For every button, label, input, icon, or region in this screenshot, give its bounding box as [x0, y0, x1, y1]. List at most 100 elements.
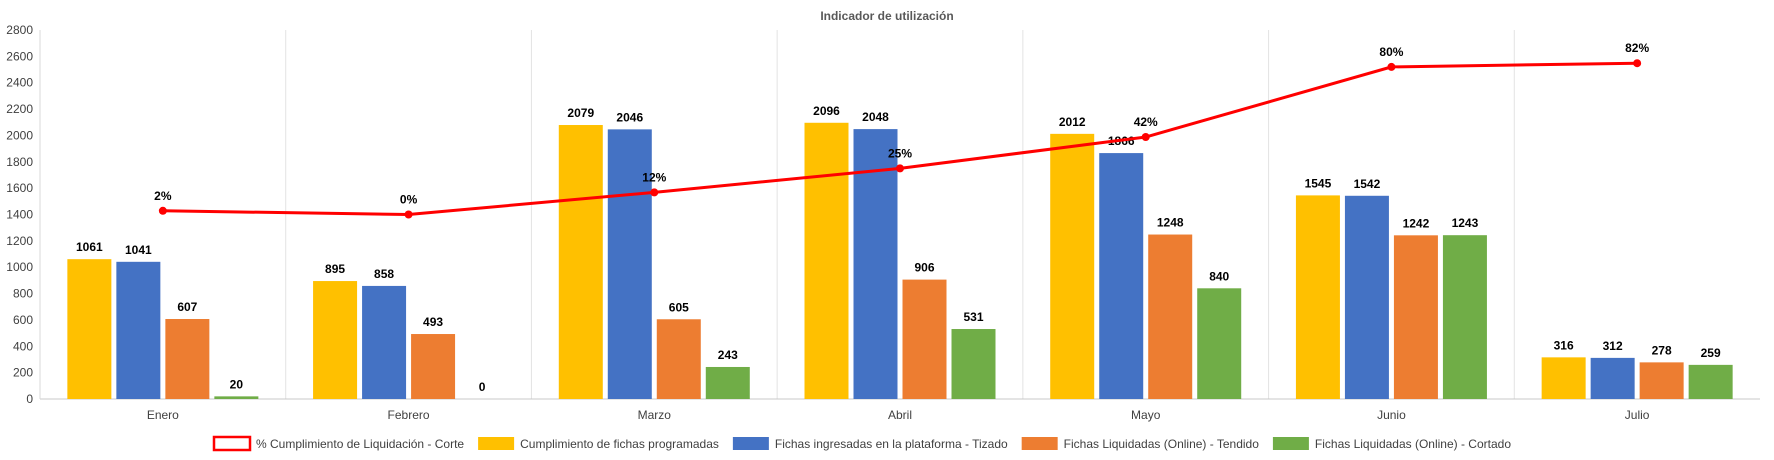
bar-data-label: 259 — [1701, 346, 1721, 360]
line-data-label: 42% — [1134, 115, 1158, 129]
bar — [902, 279, 947, 399]
bar — [1344, 195, 1389, 399]
bar-data-label: 895 — [325, 262, 345, 276]
line-data-label: 82% — [1625, 41, 1649, 55]
bar-data-label: 1041 — [125, 243, 152, 257]
line-point — [158, 206, 167, 215]
line-data-label: 25% — [888, 146, 912, 160]
x-tick-label: Febrero — [388, 408, 430, 422]
legend-label: Fichas Liquidadas (Online) - Cortado — [1315, 437, 1511, 451]
bar-data-label: 1061 — [76, 240, 103, 254]
legend-label: Fichas ingresadas en la plataforma - Tiz… — [775, 437, 1008, 451]
bar — [116, 261, 161, 399]
bar — [804, 122, 849, 399]
bar — [558, 125, 603, 399]
line-data-label: 2% — [154, 189, 172, 203]
bar-data-label: 858 — [374, 267, 394, 281]
x-tick-label: Junio — [1377, 408, 1406, 422]
y-tick-label: 1800 — [6, 155, 33, 169]
bar-data-label: 605 — [669, 300, 689, 314]
bar-data-label: 1242 — [1403, 216, 1430, 230]
legend-swatch — [1021, 437, 1058, 450]
y-tick-label: 1000 — [6, 260, 33, 274]
bar — [1050, 133, 1095, 399]
y-tick-label: 2200 — [6, 102, 33, 116]
y-tick-label: 1400 — [6, 208, 33, 222]
bar — [1590, 357, 1635, 399]
bar-data-label: 906 — [914, 261, 934, 275]
line-point — [896, 164, 904, 173]
y-tick-label: 800 — [13, 287, 33, 301]
legend-label: Cumplimiento de fichas programadas — [520, 437, 719, 451]
bar-data-label: 531 — [963, 310, 983, 324]
bar — [214, 396, 259, 399]
bar-data-label: 1542 — [1354, 177, 1381, 191]
bar — [1442, 235, 1487, 399]
bar — [656, 319, 701, 399]
legend-swatch — [478, 437, 515, 450]
bar-data-label: 20 — [230, 377, 244, 391]
bar — [67, 259, 112, 399]
bar-data-label: 493 — [423, 315, 443, 329]
x-tick-label: Enero — [147, 408, 179, 422]
bar — [411, 334, 456, 399]
bar — [1541, 357, 1586, 399]
bar-data-label: 2079 — [567, 106, 594, 120]
bar-data-label: 2048 — [862, 110, 889, 124]
x-tick-label: Marzo — [638, 408, 672, 422]
bar-data-label: 278 — [1652, 343, 1672, 357]
line-point — [1141, 133, 1150, 142]
legend-swatch — [212, 435, 252, 452]
bar — [1688, 364, 1733, 399]
y-tick-label: 400 — [13, 339, 33, 353]
bar — [1639, 362, 1684, 399]
x-tick-label: Julio — [1625, 408, 1650, 422]
y-tick-label: 1200 — [6, 234, 33, 248]
bar-data-label: 0 — [479, 380, 486, 394]
bar — [1197, 288, 1242, 399]
bar-data-label: 1545 — [1305, 176, 1332, 190]
bar — [705, 366, 750, 399]
bar-data-label: 2046 — [616, 110, 643, 124]
legend-swatch — [732, 437, 769, 450]
bar-data-label: 607 — [177, 300, 197, 314]
y-tick-label: 2600 — [6, 49, 33, 63]
line-point — [1387, 62, 1396, 71]
line-data-label: 0% — [400, 193, 418, 207]
line-series — [162, 61, 1638, 217]
legend-label: Fichas Liquidadas (Online) - Tendido — [1064, 437, 1260, 451]
bar — [1393, 235, 1438, 399]
line-data-label: 80% — [1379, 45, 1403, 59]
bar-data-label: 840 — [1209, 269, 1229, 283]
bar — [362, 285, 407, 399]
legend-label: % Cumplimiento de Liquidación - Corte — [256, 437, 464, 451]
bar — [853, 129, 898, 400]
bar — [1148, 234, 1193, 399]
x-tick-label: Mayo — [1131, 408, 1161, 422]
bar-data-label: 1248 — [1157, 216, 1184, 230]
bar — [1295, 195, 1340, 399]
chart-title: Indicador de utilización — [820, 9, 954, 23]
bar — [607, 129, 652, 399]
y-tick-label: 600 — [13, 313, 33, 327]
y-tick-label: 2400 — [6, 76, 33, 90]
bar — [951, 329, 996, 399]
y-tick-label: 0 — [26, 392, 33, 406]
bar-data-label: 2096 — [813, 104, 840, 118]
bar-data-label: 316 — [1554, 338, 1574, 352]
bar — [313, 281, 358, 399]
line-point — [650, 188, 659, 197]
bar-data-label: 1243 — [1452, 216, 1479, 230]
bar-data-label: 2012 — [1059, 115, 1086, 129]
bar-data-label: 312 — [1603, 339, 1623, 353]
bar-data-label: 243 — [718, 348, 738, 362]
y-tick-label: 1600 — [6, 181, 33, 195]
y-tick-label: 2000 — [6, 128, 33, 142]
line-point — [1633, 59, 1642, 68]
legend-swatch — [1272, 437, 1309, 450]
line-point — [404, 210, 413, 219]
x-tick-label: Abril — [888, 408, 912, 422]
line-data-label: 12% — [642, 170, 666, 184]
